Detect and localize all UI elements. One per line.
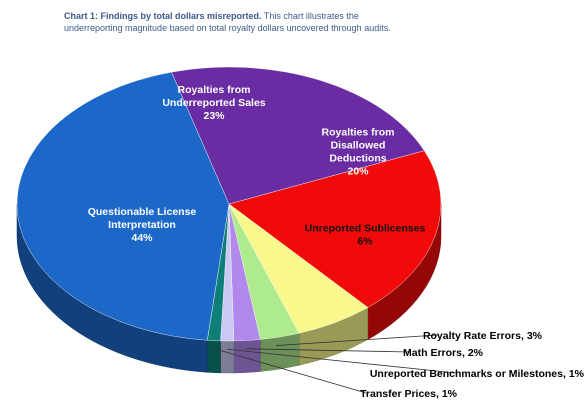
caption-lead: Chart 1: Findings by total dollars misre… xyxy=(64,11,262,21)
pie-labels: Royalties from Disallowed Deductions 20%Unr… xyxy=(88,84,585,400)
pie-slice-6 xyxy=(16,71,230,341)
slice-label-text-2: Royalty Rate Errors, xyxy=(423,330,527,342)
chart-caption: Chart 1: Findings by total dollars misre… xyxy=(64,10,404,34)
pie-side-4-0 xyxy=(220,340,235,374)
slice-label-0-line-1: Disallowed xyxy=(331,140,386,152)
pie-sides xyxy=(16,203,442,374)
leader-line-2 xyxy=(275,334,439,346)
slice-label-0-line-0: Royalties from xyxy=(322,127,395,139)
slice-label-7: Royalties from Underreported Sales 23% xyxy=(162,84,265,122)
slice-label-6-line-0: Questionable License xyxy=(88,206,197,218)
slice-label-text-4: Unreported Benchmarks or Milestones, xyxy=(370,368,569,380)
caption-text: This chart illustrates the underreportin… xyxy=(64,11,391,33)
slice-label-text-3: Math Errors, xyxy=(403,347,468,359)
leader-line-3 xyxy=(245,348,411,353)
slice-label-3: Math Errors, 2% xyxy=(403,347,484,359)
slice-label-0: Royalties from Disallowed Deductions 20% xyxy=(322,127,395,178)
slice-label-4: Unreported Benchmarks or Milestones, 1% xyxy=(370,368,585,380)
slice-label-0-line-2: Deductions xyxy=(329,153,386,165)
leader-line-5 xyxy=(215,348,367,394)
pie-slice-7 xyxy=(171,66,425,205)
slice-value-7: 23% xyxy=(203,110,225,122)
slice-label-1-line-0: Unreported Sublicenses xyxy=(305,223,426,235)
pie-side-3-0 xyxy=(233,339,261,374)
slice-value-6: 44% xyxy=(131,232,153,244)
pie-tops xyxy=(16,66,442,342)
slice-value-0: 20% xyxy=(347,166,369,178)
slice-value-5: 1% xyxy=(442,388,458,400)
slice-label-1: Unreported Sublicenses 6% xyxy=(305,223,426,248)
slice-value-1: 6% xyxy=(357,236,373,248)
slice-value-3: 2% xyxy=(468,347,484,359)
slice-label-2: Royalty Rate Errors, 3% xyxy=(423,330,543,342)
slice-value-4: 1% xyxy=(569,368,585,380)
leader-line-4 xyxy=(227,348,457,374)
slice-label-7-line-0: Royalties from xyxy=(178,84,251,96)
pie-slice-0 xyxy=(228,150,442,308)
slice-label-7-line-1: Underreported Sales xyxy=(162,97,265,109)
slice-label-5: Transfer Prices, 1% xyxy=(360,388,458,400)
slice-value-2: 3% xyxy=(527,330,543,342)
slice-label-6-line-1: Interpretation xyxy=(108,219,176,231)
slice-label-6: Questionable License Interpretation 44% xyxy=(88,206,197,244)
pie-side-5-0 xyxy=(207,340,221,374)
slice-label-text-5: Transfer Prices, xyxy=(360,388,442,400)
